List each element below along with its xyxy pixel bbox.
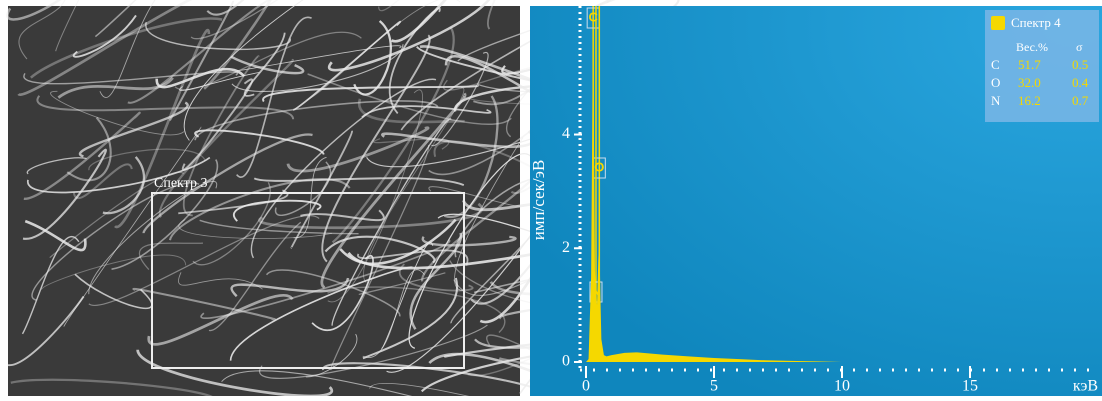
table-header: σ xyxy=(1076,40,1083,54)
x-tick-label: 15 xyxy=(962,378,978,395)
table-header: Вес.% xyxy=(1016,40,1048,54)
legend-swatch xyxy=(991,16,1005,30)
legend-label: Спектр 4 xyxy=(1011,15,1061,30)
table-value: 0.7 xyxy=(1072,93,1089,108)
x-tick-label: 10 xyxy=(834,378,850,395)
y-axis-label: имп/сек/эВ xyxy=(529,160,548,241)
x-tick-label: 5 xyxy=(710,378,718,395)
table-element: O xyxy=(991,75,1000,90)
table-element: N xyxy=(991,93,1001,108)
table-value: 0.5 xyxy=(1072,57,1088,72)
y-tick-label: 2 xyxy=(562,239,570,256)
figure: Спектр 3 имп/сек/эВ кэВ 024051015CON Спе… xyxy=(0,0,1102,396)
table-element: C xyxy=(991,57,1000,72)
legend: Спектр 4 Вес.% σ C 51.7 0.5 O 32.0 0.4 N 16.2 0.… xyxy=(985,10,1099,122)
table-value: 32.0 xyxy=(1018,75,1041,90)
page: Спектр 3 имп/сек/эВ кэВ 024051015CON Спе… xyxy=(0,0,1102,396)
region-label: Спектр 3 xyxy=(154,176,207,191)
x-tick-label: 0 xyxy=(582,378,590,395)
y-tick-label: 4 xyxy=(562,125,570,142)
y-tick-label: 0 xyxy=(562,353,570,370)
x-axis-label: кэВ xyxy=(1073,378,1098,395)
table-value: 16.2 xyxy=(1018,93,1041,108)
element-label: C xyxy=(588,9,598,24)
table-value: 0.4 xyxy=(1072,75,1089,90)
table-value: 51.7 xyxy=(1018,57,1041,72)
